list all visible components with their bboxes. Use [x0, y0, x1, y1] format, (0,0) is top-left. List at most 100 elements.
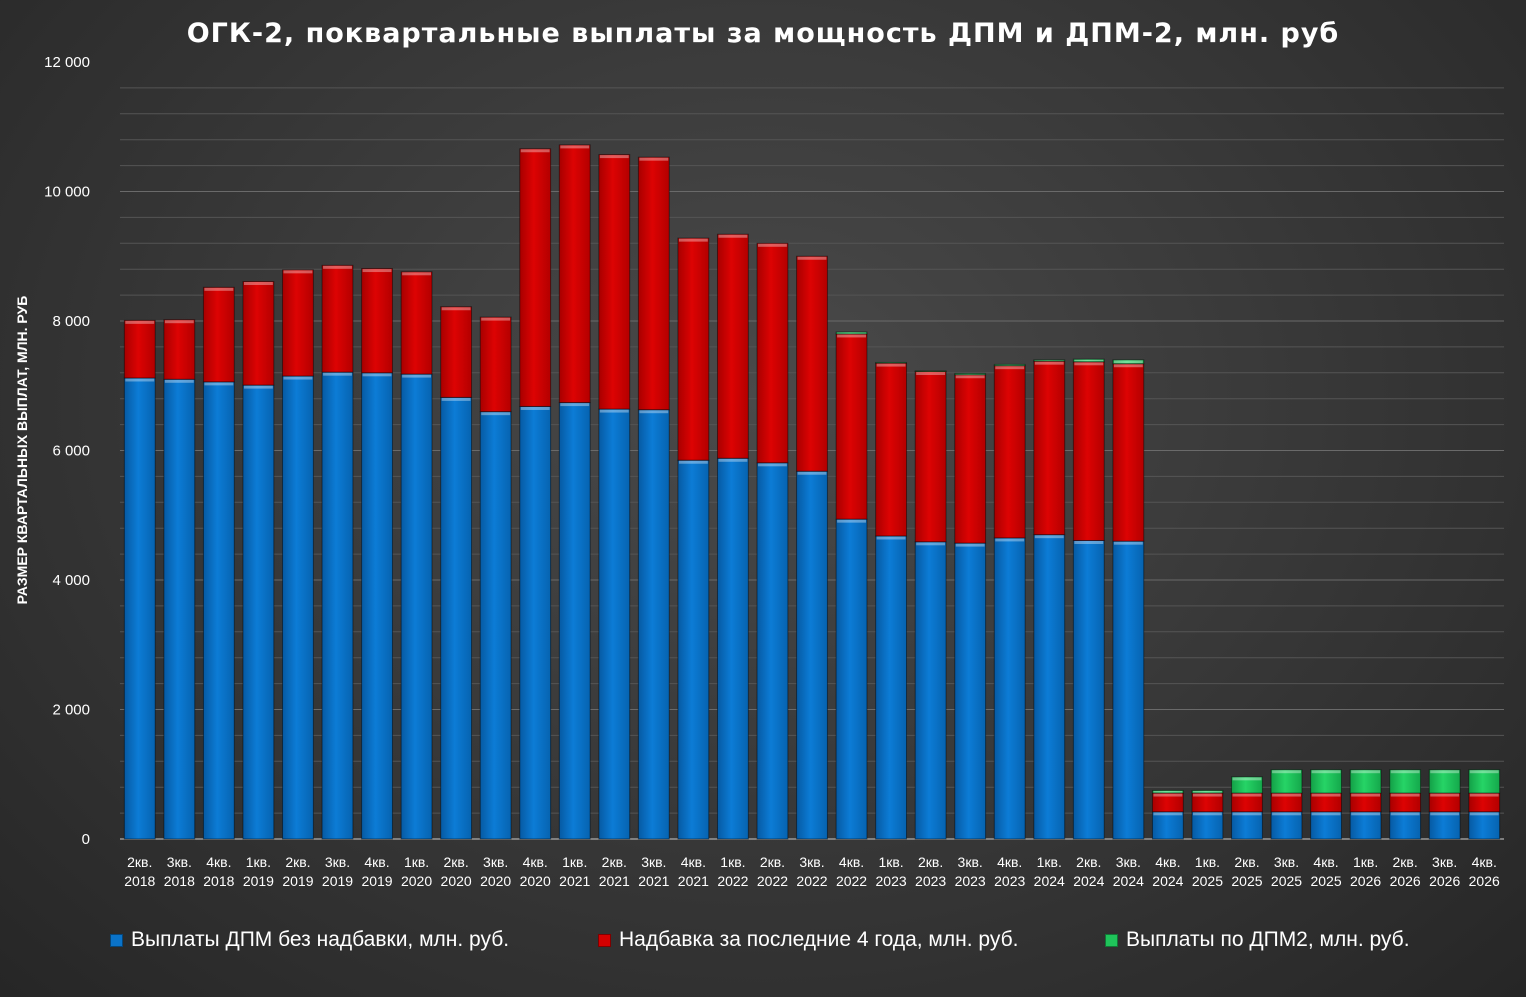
x-tick-label-quarter: 4кв.	[1313, 854, 1338, 870]
bar-segment-dpm-base	[1033, 534, 1066, 840]
bar-bevel	[1074, 362, 1104, 366]
bar-bevel	[837, 332, 866, 334]
x-tick-label-year: 2026	[1390, 873, 1421, 889]
bar-bevel	[560, 145, 590, 149]
bar-bevel	[164, 320, 194, 324]
bar-segment-dpm-base	[202, 381, 235, 840]
bar-bevel	[1469, 793, 1499, 797]
x-tick-label-year: 2023	[915, 873, 946, 889]
bar-segment-dpm2	[1191, 789, 1224, 794]
bar-segment-dpm-premium	[677, 237, 710, 461]
bar-segment-dpm2	[1151, 789, 1184, 794]
bar-bevel	[916, 372, 946, 376]
bar-segment-dpm-premium	[716, 233, 749, 459]
bar-segment-dpm-premium	[598, 154, 631, 410]
bar-segment-dpm2	[1468, 769, 1501, 794]
bar-segment-dpm-base	[598, 408, 631, 840]
bar-bevel	[1469, 770, 1499, 774]
x-tick-label-quarter: 3кв.	[958, 854, 983, 870]
bar-bevel	[916, 542, 946, 546]
x-tick-label-year: 2019	[282, 873, 313, 889]
x-tick-label-year: 2024	[1113, 873, 1144, 889]
bar-bevel	[599, 409, 629, 413]
bar-segment-dpm-base	[400, 373, 433, 840]
chart-title: ОГК-2, поквартальные выплаты за мощность…	[186, 18, 1340, 49]
bar-bevel	[1034, 535, 1064, 539]
bar-segment-dpm-base	[1072, 540, 1105, 840]
bar-bevel	[1232, 793, 1262, 797]
bar-segment-dpm-premium	[479, 316, 512, 413]
bar-bevel	[164, 379, 194, 383]
bar-bevel	[1272, 812, 1301, 816]
x-tick-label-quarter: 3кв.	[1116, 854, 1141, 870]
x-tick-label-year: 2021	[599, 873, 630, 889]
bar-segment-dpm-premium	[202, 286, 235, 383]
bar-bevel	[718, 458, 748, 462]
bar-bevel	[1311, 770, 1341, 774]
bar-bevel	[441, 397, 471, 401]
bar-segment-dpm-base	[835, 518, 868, 840]
bar-bevel	[125, 378, 155, 382]
x-tick-label-quarter: 3кв.	[167, 854, 192, 870]
bar-bevel	[283, 270, 313, 274]
x-tick-label-year: 2024	[1034, 873, 1065, 889]
x-tick-label-year: 2020	[441, 873, 472, 889]
x-tick-label-quarter: 2кв.	[1076, 854, 1101, 870]
bar-segment-dpm-base	[1389, 811, 1422, 840]
x-tick-label-year: 2018	[203, 873, 234, 889]
bar-segment-dpm-base	[123, 377, 156, 840]
x-tick-label-year: 2026	[1469, 873, 1500, 889]
bar-bevel	[323, 265, 352, 269]
bar-bevel	[797, 256, 827, 260]
x-tick-label-year: 2024	[1152, 873, 1183, 889]
bar-segment-dpm-base	[1112, 540, 1145, 840]
bar-segment-dpm-base	[440, 396, 473, 840]
x-tick-label-quarter: 2кв.	[602, 854, 627, 870]
x-tick-label-year: 2023	[955, 873, 986, 889]
bar-bevel	[1034, 361, 1064, 365]
bar-segment-dpm-base	[1151, 811, 1184, 840]
x-tick-label-year: 2023	[994, 873, 1025, 889]
x-tick-label-year: 2020	[480, 873, 511, 889]
x-tick-label-year: 2021	[559, 873, 590, 889]
x-tick-label-year: 2025	[1231, 873, 1262, 889]
y-tick-label: 12 000	[44, 54, 90, 71]
bar-segment-dpm2	[954, 372, 987, 376]
bar-bevel	[402, 272, 431, 276]
bar-segment-dpm-base	[1191, 811, 1224, 840]
legend-swatch	[598, 933, 611, 947]
x-tick-label-quarter: 1кв.	[720, 854, 745, 870]
x-tick-label-year: 2025	[1192, 873, 1223, 889]
bar-bevel	[955, 375, 985, 379]
bar-bevel	[1113, 541, 1143, 545]
bar-segment-dpm-base	[756, 462, 789, 840]
x-tick-label-quarter: 2кв.	[127, 854, 152, 870]
bar-bevel	[323, 372, 352, 376]
bar-segment-dpm-premium	[163, 319, 196, 380]
bar-segment-dpm-base	[875, 535, 908, 840]
legend-label: Выплаты по ДПМ2, млн. руб.	[1126, 928, 1410, 951]
bar-bevel	[1193, 812, 1222, 816]
x-tick-label-year: 2018	[124, 873, 155, 889]
bar-bevel	[520, 149, 550, 153]
bar-bevel	[362, 373, 392, 377]
x-tick-label-year: 2020	[401, 873, 432, 889]
bar-bevel	[1469, 812, 1499, 816]
bar-segment-dpm-premium	[875, 362, 908, 537]
x-tick-label-quarter: 1кв.	[1037, 854, 1062, 870]
bar-bevel	[876, 536, 906, 540]
bar-segment-dpm-base	[558, 402, 591, 840]
bar-segment-dpm-premium	[756, 242, 789, 464]
bar-bevel	[441, 307, 471, 311]
bar-segment-dpm-premium	[282, 269, 314, 377]
x-tick-label-year: 2025	[1271, 873, 1302, 889]
bar-bevel	[758, 463, 787, 467]
bar-segment-dpm-base	[993, 537, 1026, 840]
bar-segment-dpm-base	[1310, 811, 1342, 840]
x-tick-label-quarter: 3кв.	[325, 854, 350, 870]
bar-segment-dpm-base	[479, 411, 512, 840]
bar-segment-dpm2	[1389, 769, 1422, 794]
x-tick-label-year: 2022	[836, 873, 867, 889]
bar-segment-dpm-premium	[440, 306, 473, 398]
